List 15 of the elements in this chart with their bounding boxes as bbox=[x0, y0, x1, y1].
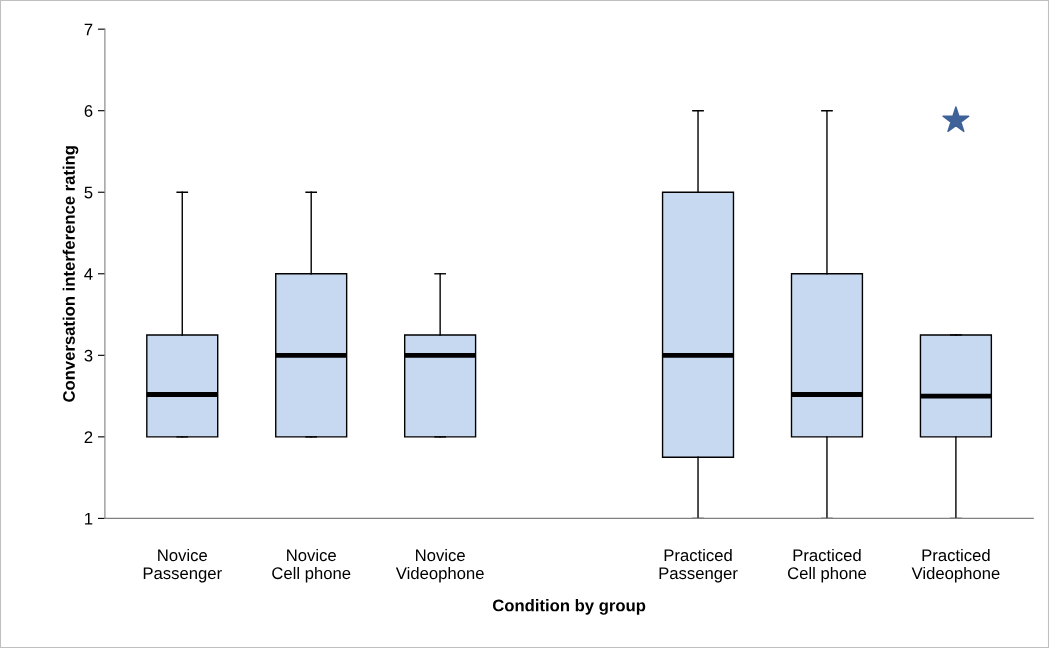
x-axis-title: Condition by group bbox=[492, 599, 646, 615]
x-tick-label: Novice Passenger bbox=[143, 548, 222, 583]
x-tick-label: Novice Videophone bbox=[395, 548, 484, 583]
x-tick-label: Practiced Cell phone bbox=[787, 548, 867, 583]
y-tick-label: 4 bbox=[84, 268, 93, 280]
y-tick-label: 3 bbox=[84, 349, 93, 362]
y-tick-label: 6 bbox=[84, 105, 93, 117]
y-tick-label: 5 bbox=[84, 186, 93, 199]
y-tick-label: 7 bbox=[84, 23, 93, 36]
x-tick-label: Practiced Videophone bbox=[911, 548, 1000, 583]
x-tick-label: Novice Cell phone bbox=[272, 548, 351, 583]
y-tick-label: 2 bbox=[84, 431, 93, 443]
y-axis-title: Conversation interference rating bbox=[62, 146, 79, 402]
x-tick-label: Practiced Passenger bbox=[659, 548, 738, 583]
y-tick-label: 1 bbox=[85, 512, 93, 525]
